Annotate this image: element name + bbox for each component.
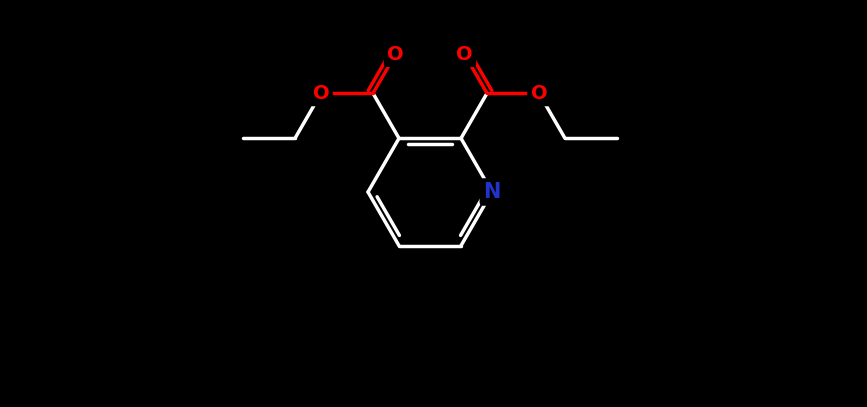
Text: O: O	[313, 84, 329, 103]
Text: O: O	[388, 45, 404, 63]
Text: N: N	[483, 182, 500, 202]
Text: O: O	[531, 84, 547, 103]
Text: O: O	[456, 45, 473, 63]
